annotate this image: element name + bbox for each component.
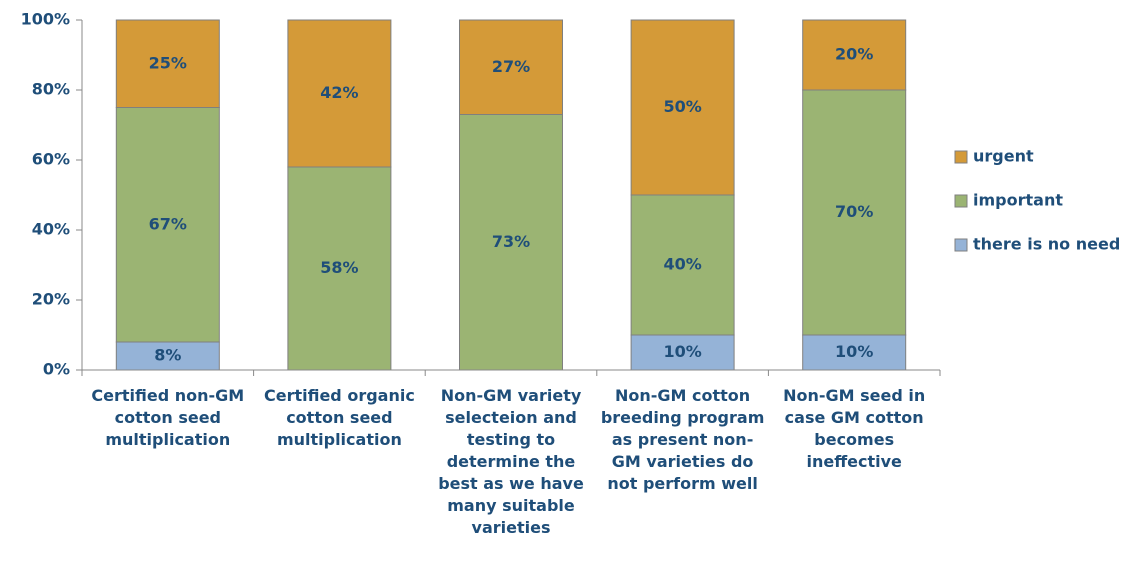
- bar-segment: [802, 19, 907, 91]
- data-label: 67%: [149, 214, 187, 233]
- data-label: 58%: [320, 258, 358, 277]
- y-tick-label: 0%: [43, 360, 70, 379]
- bar-segment: [459, 114, 563, 371]
- legend-swatch: [954, 150, 968, 164]
- bar-segment: [115, 107, 220, 343]
- data-label: 10%: [663, 342, 701, 361]
- bar-segment: [630, 19, 735, 196]
- x-tick-label: Non-GM variety selecteion and testing to…: [438, 386, 584, 537]
- data-label: 40%: [663, 255, 701, 274]
- bar-segment: [802, 89, 907, 336]
- bar-segment: [630, 194, 735, 336]
- y-tick-label: 100%: [21, 10, 70, 29]
- data-label: 8%: [154, 346, 181, 365]
- data-label: 20%: [835, 45, 873, 64]
- legend-label: urgent: [973, 147, 1034, 166]
- y-tick-label: 40%: [32, 220, 70, 239]
- bar-segment: [630, 334, 735, 371]
- legend-label: there is no need: [973, 235, 1120, 254]
- y-tick-label: 80%: [32, 80, 70, 99]
- x-tick-label: Non-GM cotton breeding program as presen…: [600, 386, 765, 493]
- legend-label: important: [973, 191, 1063, 210]
- x-tick-label: Certified organic cotton seed multiplica…: [263, 386, 415, 449]
- data-label: 27%: [492, 57, 530, 76]
- bar-segment: [802, 334, 907, 371]
- data-label: 42%: [320, 83, 358, 102]
- data-label: 73%: [492, 232, 530, 251]
- y-tick-label: 60%: [32, 150, 70, 169]
- data-label: 10%: [835, 342, 873, 361]
- y-tick-label: 20%: [32, 290, 70, 309]
- x-tick-label: Certified non-GM cotton seed multiplicat…: [91, 386, 245, 449]
- data-label: 50%: [663, 97, 701, 116]
- bar-segment: [287, 19, 392, 168]
- bar-segment: [115, 19, 220, 108]
- data-label: 70%: [835, 202, 873, 221]
- x-tick-label: Non-GM seed in case GM cotton becomes in…: [783, 386, 926, 471]
- legend-swatch: [954, 194, 968, 208]
- legend-swatch: [954, 238, 968, 252]
- bar-segment: [459, 19, 563, 115]
- bar-segment: [115, 341, 220, 371]
- data-label: 25%: [149, 53, 187, 72]
